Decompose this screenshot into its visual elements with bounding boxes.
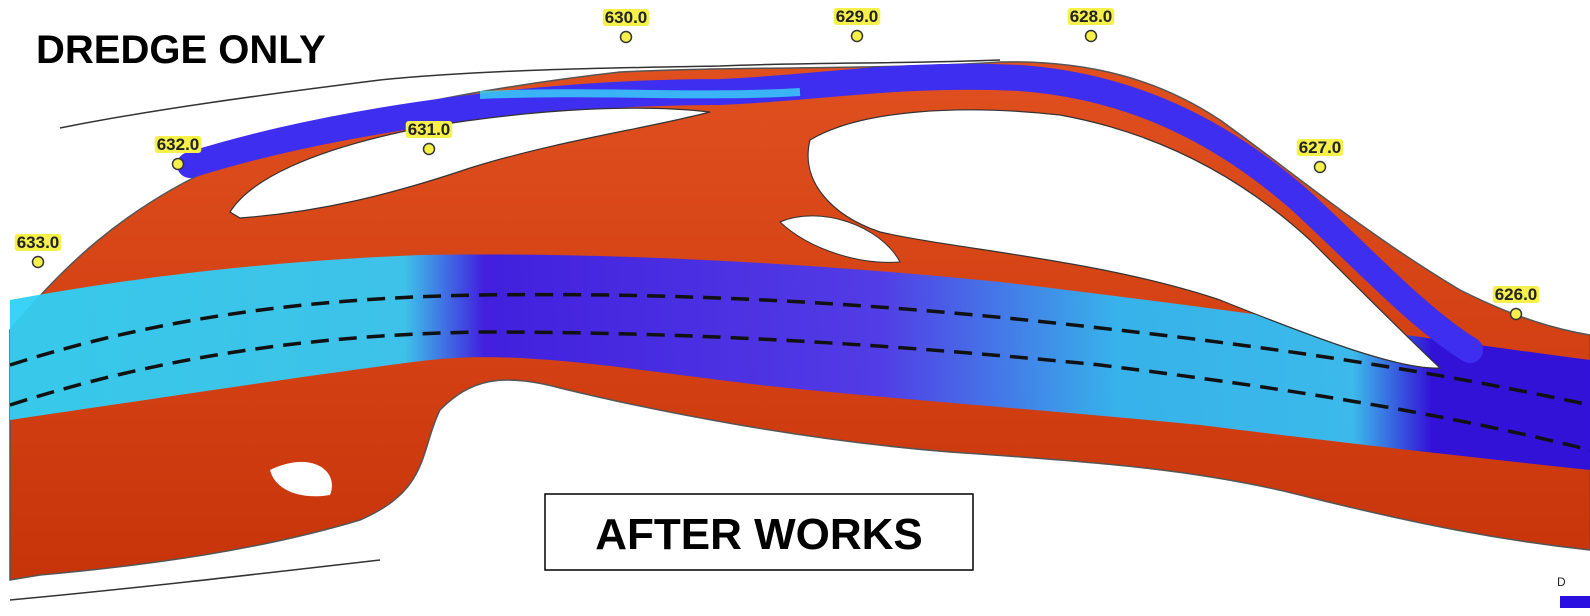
map-title: DREDGE ONLY [36,28,326,72]
mile-marker [33,257,44,268]
mile-label: 631.0 [408,120,451,139]
mile-label: 630.0 [605,8,648,27]
mile-marker [621,32,632,43]
mile-marker [852,31,863,42]
mile-marker [1086,31,1097,42]
mile-marker [173,159,184,170]
bathymetry-map: DREDGE ONLY AFTER WORKS D 633.0 632.0 631.… [0,0,1590,616]
legend-fragment: D [1557,575,1566,589]
mile-marker [1511,309,1522,320]
mile-label: 629.0 [836,7,879,26]
mile-label: 626.0 [1495,285,1538,304]
legend-swatch [1560,596,1590,608]
mile-marker [1315,162,1326,173]
page: DREDGE ONLY AFTER WORKS D 633.0 632.0 631.… [0,0,1590,616]
side-channel-shoal [480,92,800,95]
mile-label: 627.0 [1299,138,1342,157]
label-box-text: AFTER WORKS [595,510,923,559]
mile-label: 632.0 [157,135,200,154]
mile-label: 628.0 [1070,7,1113,26]
mile-label: 633.0 [17,233,60,252]
mile-marker [424,144,435,155]
